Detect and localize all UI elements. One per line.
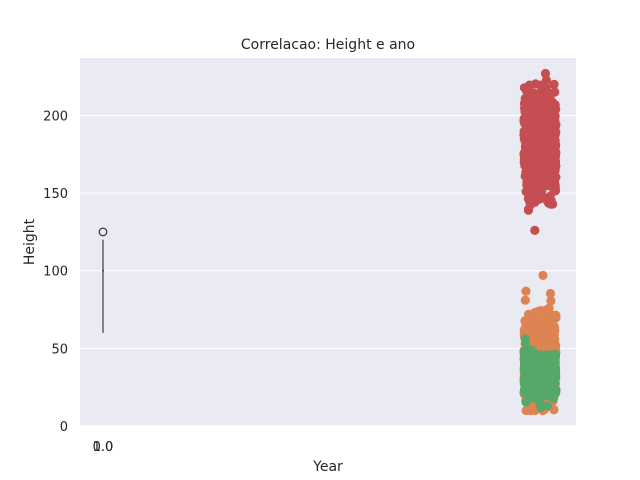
data-point xyxy=(535,308,545,318)
data-point xyxy=(549,405,559,415)
y-tick-label: 50 xyxy=(51,342,68,357)
data-point xyxy=(543,390,553,401)
data-point xyxy=(542,375,552,385)
data-point xyxy=(548,314,558,324)
data-point xyxy=(524,132,535,142)
data-point xyxy=(538,384,548,394)
data-point xyxy=(530,225,540,235)
data-point xyxy=(548,178,559,188)
data-point xyxy=(520,382,531,392)
data-point xyxy=(538,317,548,327)
data-point xyxy=(525,391,535,401)
data-point xyxy=(523,315,533,326)
data-point xyxy=(536,157,546,167)
data-point xyxy=(549,186,559,196)
y-tick-label: 150 xyxy=(43,187,68,202)
y-axis-label: Height xyxy=(22,218,38,265)
data-point xyxy=(528,141,538,152)
data-point xyxy=(526,366,536,376)
chart-title: Correlacao: Height e ano xyxy=(241,37,415,53)
x-tick-label: 0.0 xyxy=(93,440,114,455)
data-point xyxy=(546,109,556,119)
data-point xyxy=(550,118,560,128)
data-point xyxy=(544,350,555,360)
grid-lines xyxy=(80,114,576,427)
data-point xyxy=(545,90,555,101)
data-point xyxy=(521,346,531,356)
data-point xyxy=(528,105,538,115)
data-point xyxy=(524,152,534,162)
data-point xyxy=(520,295,530,305)
data-point xyxy=(540,68,551,79)
data-point xyxy=(538,270,548,280)
data-point xyxy=(527,173,537,183)
data-point xyxy=(541,75,552,85)
data-point xyxy=(536,145,546,155)
cluster-red xyxy=(519,68,561,235)
data-point xyxy=(537,187,547,197)
data-point xyxy=(524,80,535,90)
data-point xyxy=(529,325,540,335)
data-point xyxy=(544,303,554,313)
data-point xyxy=(548,371,559,381)
data-point xyxy=(542,401,552,411)
data-point xyxy=(521,286,531,296)
data-point xyxy=(533,134,544,144)
data-point xyxy=(545,288,556,299)
plot-background xyxy=(80,58,576,426)
x-axis-label: Year xyxy=(312,459,343,475)
data-point xyxy=(542,97,553,108)
data-point xyxy=(535,331,545,341)
data-point xyxy=(531,381,541,391)
data-point xyxy=(546,156,556,166)
data-point xyxy=(525,200,536,210)
y-tick-label: 0 xyxy=(60,420,68,435)
data-point xyxy=(521,120,531,130)
y-ticks: 0 50 100 150 200 xyxy=(43,109,68,435)
x-tick-label: 1.0 xyxy=(93,440,114,455)
scatter-points xyxy=(519,68,561,416)
data-point xyxy=(551,388,561,398)
x-ticks: 0.01.0 xyxy=(93,440,114,455)
data-point xyxy=(548,128,558,138)
y-tick-label: 100 xyxy=(43,265,68,280)
data-point xyxy=(546,195,556,205)
data-point xyxy=(528,346,538,356)
data-point xyxy=(549,79,559,89)
data-point xyxy=(546,296,556,306)
data-point xyxy=(520,142,531,152)
data-point xyxy=(519,325,529,335)
data-point xyxy=(533,393,543,404)
y-tick-label: 200 xyxy=(43,109,68,124)
data-point xyxy=(529,355,539,365)
box-outlier xyxy=(98,227,108,237)
cluster-green xyxy=(519,334,561,412)
box-plot xyxy=(98,227,108,333)
data-point xyxy=(527,161,537,171)
data-point xyxy=(529,185,539,195)
data-point xyxy=(527,93,537,103)
